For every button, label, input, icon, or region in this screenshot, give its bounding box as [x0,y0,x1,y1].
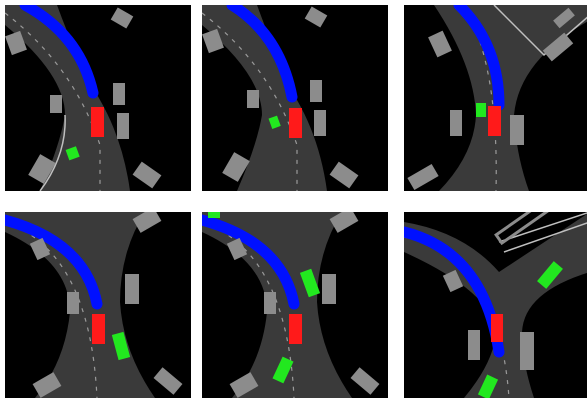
frame-2 [202,5,388,191]
planned-path [202,214,300,310]
other-vehicle [111,331,131,361]
ego-vehicle [488,106,501,136]
frame-1 [5,5,191,191]
road [202,212,352,398]
scene-2 [202,5,388,191]
other-vehicle [299,268,321,298]
ego-vehicle [289,314,302,344]
road-edge [498,212,587,253]
ego-vehicle [289,108,302,138]
frame-3 [404,5,587,191]
ego-vehicle [491,314,503,342]
ego-vehicle [91,107,104,137]
planned-path [453,5,505,111]
planned-path [19,5,99,99]
road [202,5,327,191]
road [5,5,130,191]
road-edge [39,114,66,191]
other-vehicle [272,356,294,384]
scene-6 [404,212,587,398]
planned-path [226,5,298,103]
scene-4 [5,212,191,398]
lane-marking [5,12,101,191]
road-edge [493,5,587,57]
frame-5 [202,212,388,398]
buildings [5,7,162,189]
buildings [202,6,359,189]
other-vehicle [477,374,499,398]
lane-marking [202,12,298,191]
other-vehicle [476,103,486,117]
frame-4 [5,212,191,398]
other-vehicle [208,212,220,218]
buildings [442,212,578,370]
ego-vehicle [92,314,105,344]
scene-3 [404,5,587,191]
buildings [407,7,575,191]
frame-6 [404,212,587,398]
planned-path [5,214,103,310]
buildings [29,212,183,398]
lane-marking [463,5,497,191]
other-vehicle [268,115,281,130]
road [434,5,587,191]
other-vehicle [65,146,80,161]
buildings [226,212,380,398]
scene-5 [202,212,388,398]
scene-1 [5,5,191,191]
other-vehicle [537,261,563,289]
